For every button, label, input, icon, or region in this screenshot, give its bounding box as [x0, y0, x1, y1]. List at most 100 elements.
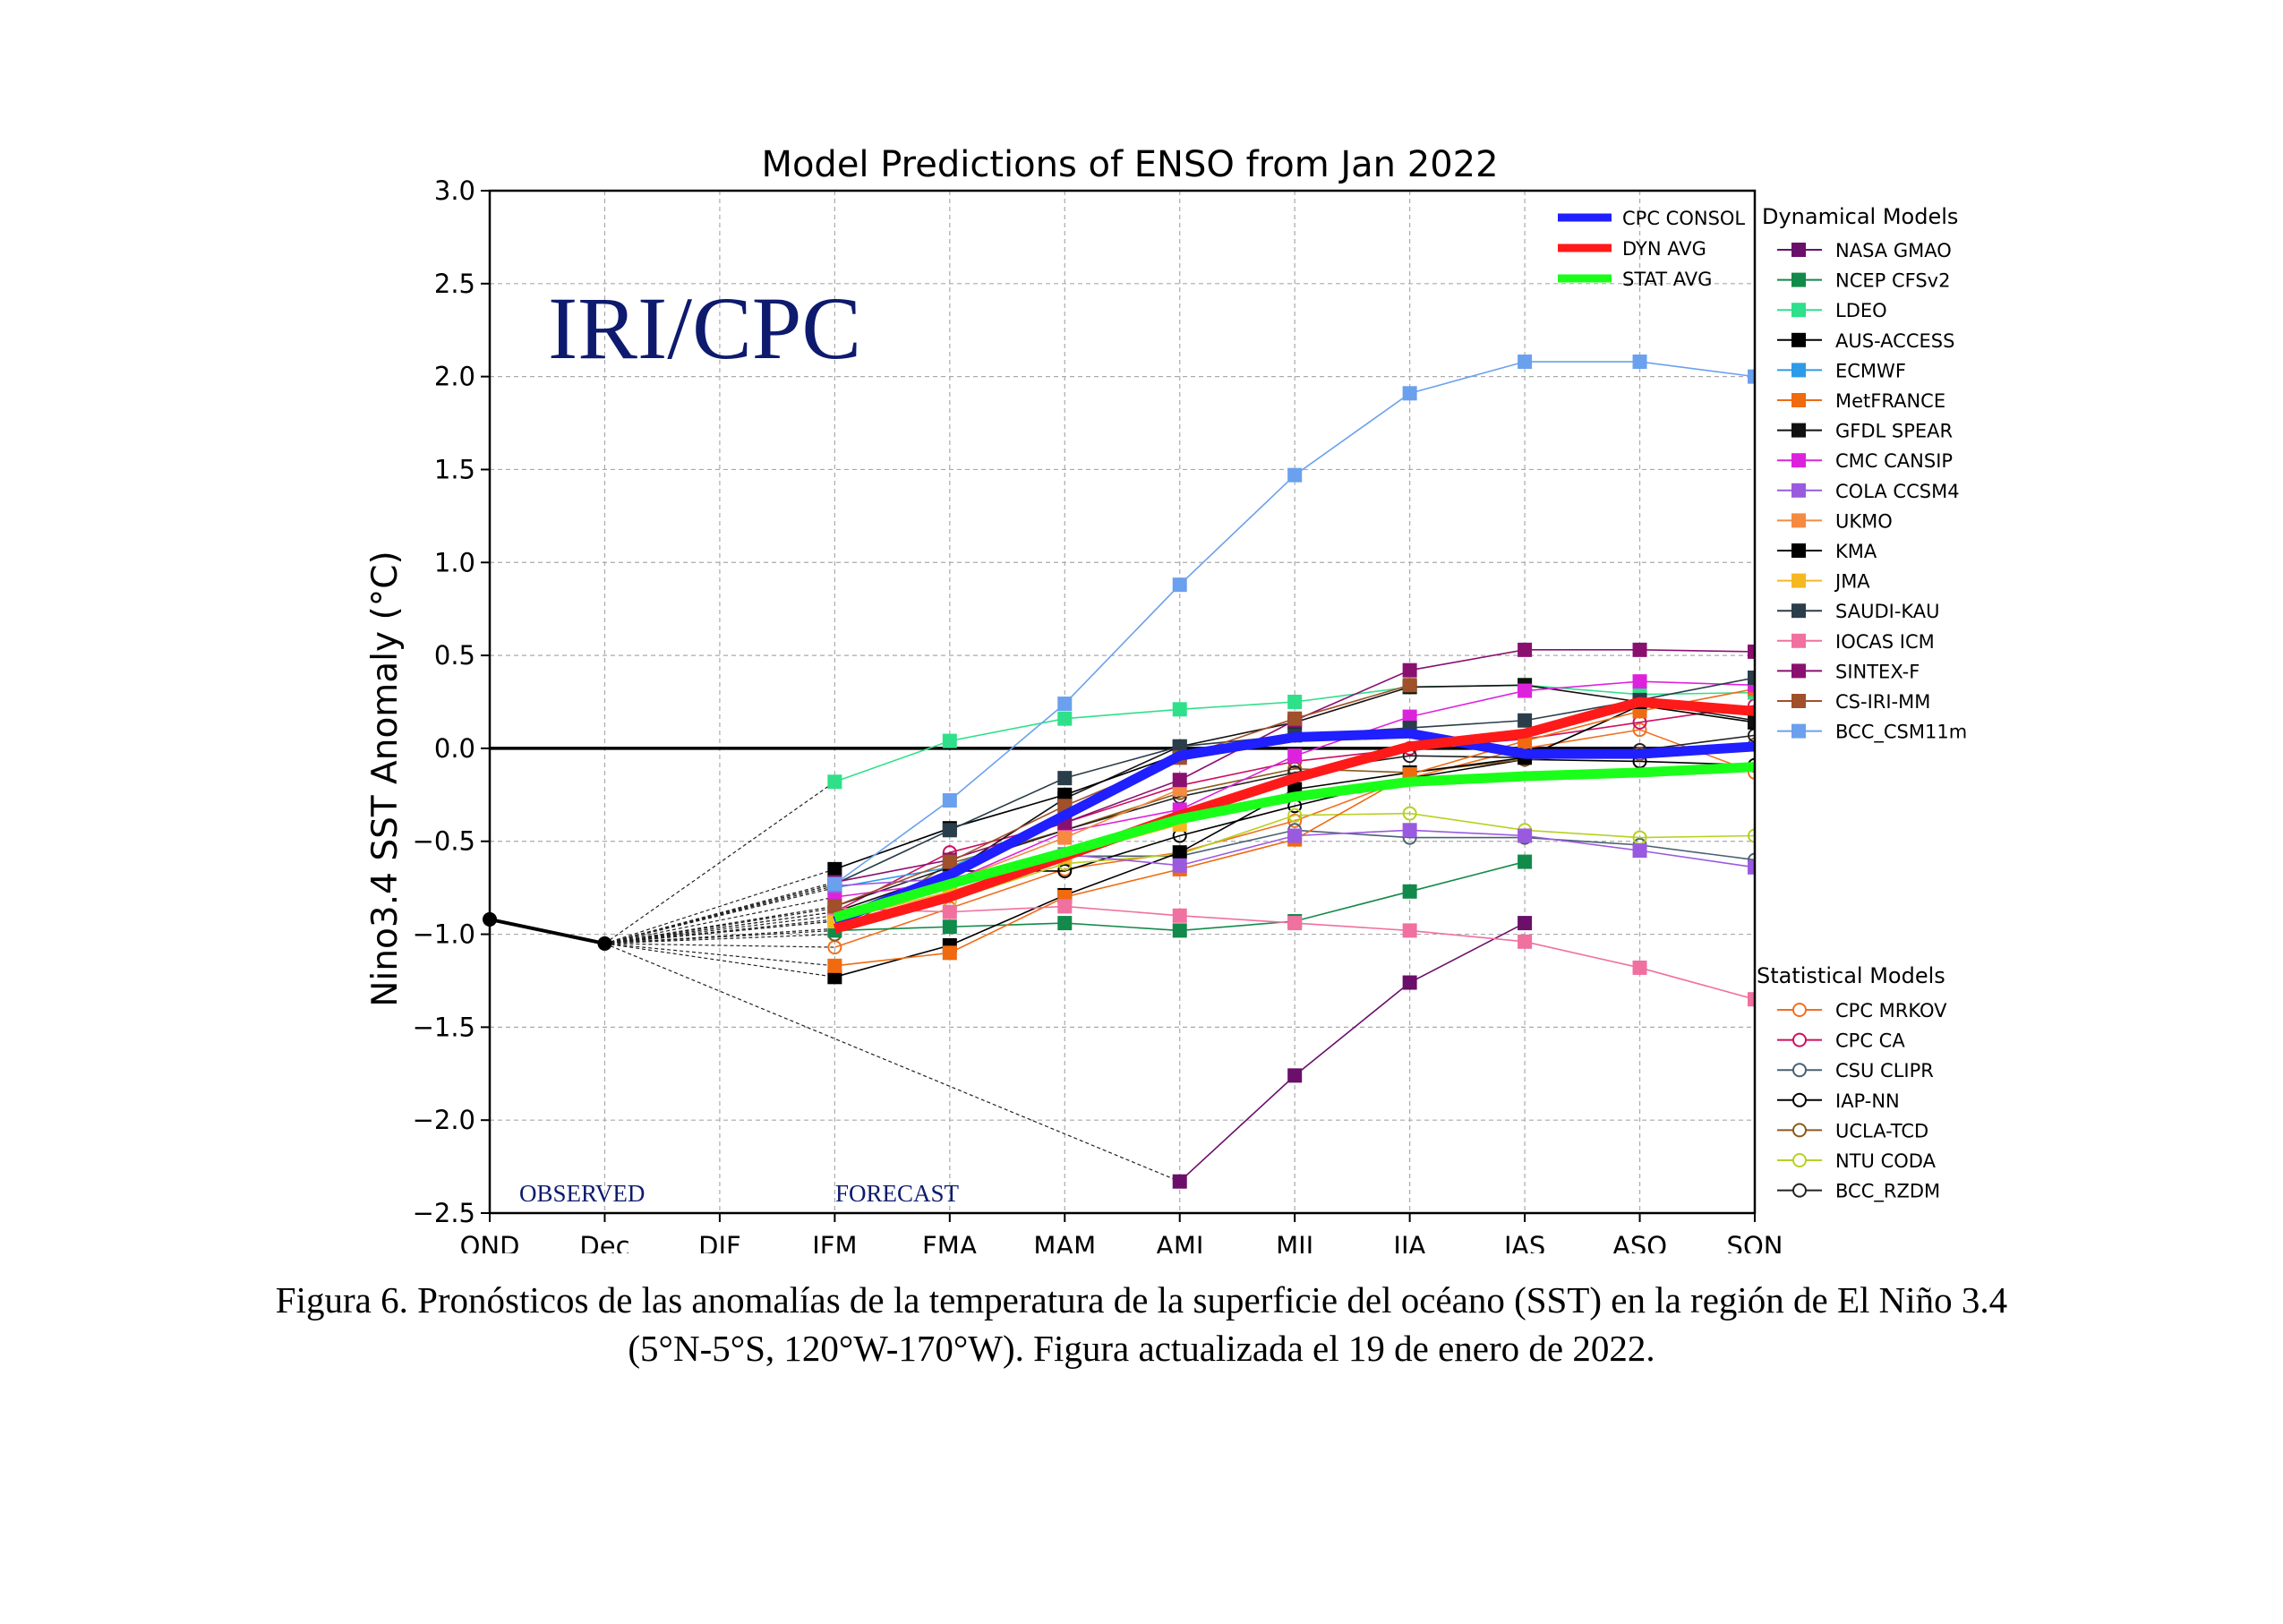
- legend-label-stat-avg: STAT AVG: [1622, 269, 1712, 290]
- legend-label-ntu-coda: NTU CODA: [1835, 1150, 1937, 1172]
- enso-chart: 3.0 2.5 2.0 1.5 1.0 0.5 0.0 −0.5 −1.0 −1.5 −2.0 −2.…: [365, 144, 1967, 1253]
- data-point: [1172, 739, 1187, 754]
- forecast-label: FORECAST: [835, 1180, 960, 1207]
- average-legend: CPC CONSOL DYN AVG STAT AVG: [1558, 208, 1745, 290]
- y-tick-label: −1.0: [413, 919, 475, 950]
- data-point: [1287, 1068, 1303, 1083]
- caption-line-1: Figura 6. Pronósticos de las anomalías d…: [275, 1279, 2008, 1321]
- data-point: [1402, 386, 1417, 401]
- x-tick-label: MJJ: [1276, 1231, 1313, 1253]
- data-point: [1748, 852, 1755, 868]
- legend-marker-iap-nn: [1792, 1092, 1807, 1107]
- legend-label-bcc-csm11m: BCC_CSM11m: [1835, 722, 1967, 744]
- legend-marker-ldeo: [1791, 303, 1806, 318]
- observed-line: [489, 917, 605, 945]
- legend-marker-ncep-cfsv2: [1791, 272, 1806, 287]
- series-line: [833, 697, 1755, 934]
- data-point: [1518, 683, 1533, 698]
- forecast-connector: [604, 943, 835, 967]
- series-line: [833, 728, 1755, 927]
- y-tick-label: 0.5: [434, 640, 475, 671]
- legend-label-cola-ccsm4: COLA CCSM4: [1835, 481, 1960, 502]
- legend-label-cpc-consol: CPC CONSOL: [1622, 208, 1745, 229]
- data-point: [1402, 662, 1417, 678]
- axis-ticks: 3.0 2.5 2.0 1.5 1.0 0.5 0.0 −0.5 −1.0 −1.5 −2.0 −2.…: [413, 175, 1783, 1253]
- legend-marker-ecmwf: [1791, 363, 1806, 378]
- x-tick-label: JJA: [1391, 1231, 1426, 1253]
- data-point: [1172, 845, 1187, 860]
- legend-label-jma: JMA: [1834, 571, 1870, 593]
- y-tick-label: −2.0: [413, 1105, 475, 1135]
- data-point: [1172, 858, 1187, 873]
- legend-label-cpc-mrkov: CPC MRKOV: [1835, 1000, 1947, 1021]
- data-point: [1057, 711, 1073, 726]
- data-point: [1287, 808, 1303, 823]
- legend-label-ucla-tcd: UCLA-TCD: [1835, 1120, 1928, 1141]
- forecast-connector: [604, 781, 835, 944]
- plot-frame: [488, 189, 1757, 1215]
- data-point: [1632, 674, 1647, 689]
- series-line: [834, 753, 1180, 870]
- legend-marker-cpc-ca: [1792, 1032, 1807, 1047]
- legend-label-nasa-gmao: NASA GMAO: [1835, 240, 1952, 261]
- data-point: [942, 945, 957, 961]
- series-line: [833, 762, 1755, 923]
- data-point: [942, 919, 957, 935]
- data-point: [1748, 369, 1755, 384]
- forecast-connector: [604, 883, 835, 944]
- series-cpc-consol: [833, 728, 1755, 927]
- dynamical-legend-title: Dynamical Models: [1762, 204, 1958, 229]
- legend-label-ecmwf: ECMWF: [1835, 360, 1906, 381]
- statistical-legend: CPC MRKOV CPC CA CSU CLIPR IAP-NN UCLA-TCD NT…: [1777, 1000, 1947, 1203]
- data-point: [827, 876, 842, 892]
- legend-marker-aus-access: [1791, 332, 1806, 347]
- data-point: [1518, 828, 1533, 843]
- series-iocas-icm: [827, 899, 1755, 1007]
- legend-label-kma: KMA: [1835, 541, 1877, 562]
- data-point: [1057, 697, 1073, 712]
- legend-marker-sintex-f: [1791, 663, 1806, 679]
- x-tick-label: FMA: [922, 1231, 978, 1253]
- data-point: [1287, 916, 1303, 931]
- data-point: [1172, 773, 1187, 788]
- forecast-connector: [604, 933, 835, 944]
- data-point: [1518, 355, 1533, 370]
- series: [827, 355, 1755, 1189]
- data-point: [1518, 642, 1533, 657]
- data-point: [942, 823, 957, 838]
- legend-marker-csu-clipr: [1792, 1063, 1807, 1078]
- data-point: [1057, 771, 1073, 786]
- legend-label-gfdl-spear: GFDL SPEAR: [1835, 421, 1953, 442]
- data-point: [1057, 916, 1073, 931]
- legend-label-ukmo: UKMO: [1835, 510, 1893, 532]
- data-point: [1402, 975, 1417, 990]
- data-point: [1748, 713, 1755, 728]
- data-point: [1402, 923, 1417, 938]
- x-tick-label: SON: [1727, 1231, 1783, 1253]
- data-point: [942, 733, 957, 748]
- legend-marker-metfrance: [1791, 393, 1806, 407]
- average-series: [833, 697, 1755, 934]
- y-axis-label: Nino3.4 SST Anomaly (°C): [365, 551, 406, 1006]
- y-tick-label: −1.5: [413, 1012, 475, 1042]
- data-point: [1748, 644, 1755, 659]
- legend-label-cpc-ca: CPC CA: [1835, 1030, 1905, 1052]
- data-point: [1402, 884, 1417, 899]
- y-tick-label: 1.5: [434, 454, 475, 484]
- data-point: [1172, 908, 1187, 923]
- x-tick-label: AMJ: [1156, 1231, 1203, 1253]
- legend-label-saudi-kau: SAUDI-KAU: [1835, 601, 1940, 622]
- data-point: [1057, 830, 1073, 845]
- legend-marker-bcc-csm11m: [1791, 723, 1806, 739]
- forecast-connector: [604, 896, 835, 944]
- caption-line-2: (5°N-5°S, 120°W-170°W). Figura actualiza…: [628, 1328, 1655, 1369]
- legend-label-iap-nn: IAP-NN: [1835, 1090, 1900, 1112]
- y-tick-label: −0.5: [413, 826, 475, 857]
- observed-point: [597, 936, 612, 951]
- data-point: [1402, 709, 1417, 724]
- data-point: [1287, 695, 1303, 709]
- series-nasa-gmao: [1172, 916, 1533, 1189]
- data-point: [1748, 765, 1755, 780]
- forecast-connector: [604, 905, 835, 944]
- data-point: [1402, 678, 1417, 693]
